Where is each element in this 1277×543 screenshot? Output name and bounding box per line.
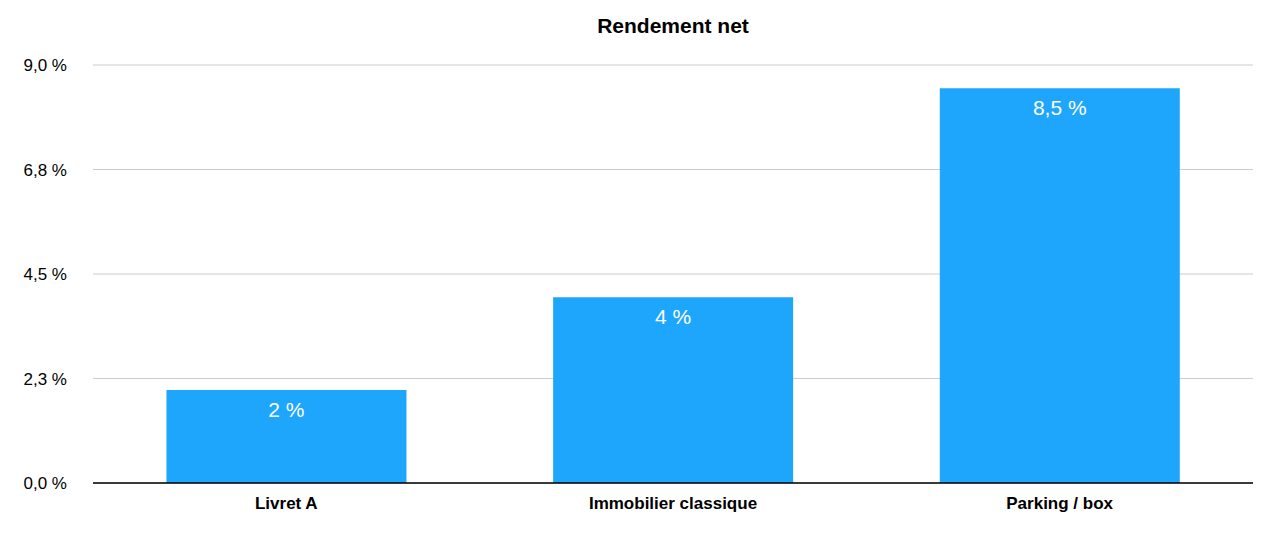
svg-text:Parking / box: Parking / box [1006, 494, 1113, 513]
svg-text:4,5 %: 4,5 % [24, 265, 67, 284]
svg-text:4 %: 4 % [655, 305, 691, 328]
svg-text:8,5 %: 8,5 % [1033, 96, 1087, 119]
svg-text:Immobilier classique: Immobilier classique [589, 494, 757, 513]
svg-text:2,3 %: 2,3 % [24, 370, 67, 389]
svg-text:2 %: 2 % [268, 398, 304, 421]
svg-text:6,8 %: 6,8 % [24, 161, 67, 180]
svg-text:0,0 %: 0,0 % [24, 474, 67, 493]
html-text:Rendement net: Rendement net [597, 14, 749, 37]
svg-text:Livret A: Livret A [255, 494, 318, 513]
svg-text:9,0 %: 9,0 % [24, 56, 67, 75]
